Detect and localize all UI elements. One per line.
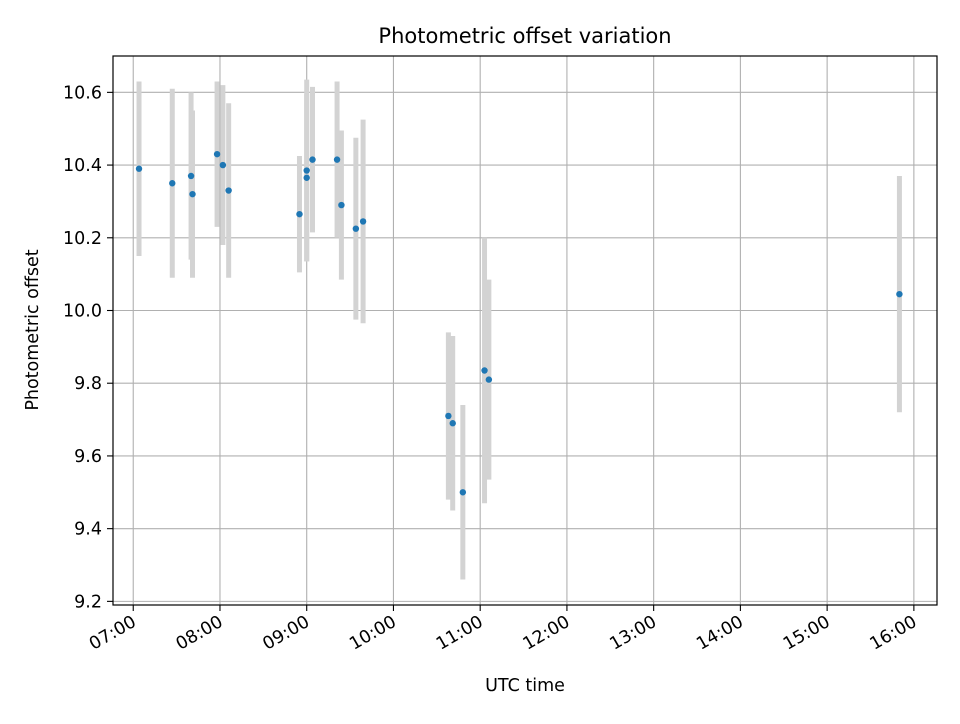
data-point [359, 218, 367, 225]
data-points [135, 150, 903, 496]
data-point [449, 420, 456, 427]
data-point [459, 489, 467, 496]
data-point [303, 167, 310, 174]
data-point [219, 161, 227, 169]
y-tick-label: 10.0 [63, 302, 102, 322]
data-point [481, 367, 488, 374]
y-tick-label: 9.2 [74, 592, 102, 612]
data-point [187, 172, 195, 180]
data-point [309, 156, 316, 163]
data-point [485, 376, 493, 383]
y-axis-label: Photometric offset [23, 249, 43, 410]
data-point [296, 210, 303, 218]
data-point [169, 180, 176, 187]
y-tick-label: 9.6 [74, 447, 102, 467]
data-point [352, 225, 360, 232]
data-point [445, 412, 452, 420]
data-point [896, 290, 903, 298]
chart-title: Photometric offset variation [378, 24, 671, 48]
y-tick-label: 9.8 [74, 374, 102, 394]
y-tick-label: 9.4 [74, 520, 102, 540]
data-point [333, 156, 341, 163]
data-point [303, 174, 310, 181]
plot-frame [112, 55, 938, 606]
data-point [338, 201, 345, 209]
x-axis-label: UTC time [485, 676, 565, 696]
y-tick-label: 10.6 [63, 83, 102, 103]
grid [113, 56, 937, 605]
data-point [213, 150, 221, 158]
y-tick-label: 10.2 [63, 229, 102, 249]
data-point [189, 190, 196, 198]
data-point [225, 187, 232, 194]
y-tick-label: 10.4 [63, 156, 102, 176]
data-point [135, 165, 143, 172]
